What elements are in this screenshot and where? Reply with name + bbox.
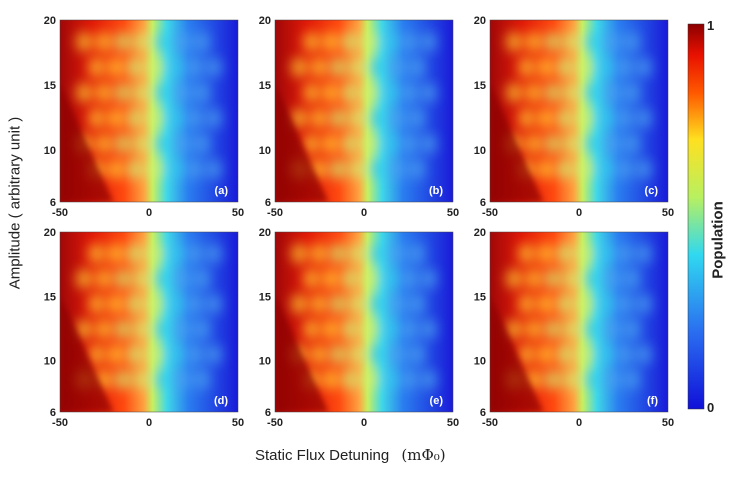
y-tick-label: 10 <box>44 145 56 157</box>
heatmap-panel: 6 10 15 20 -50 0 50(e) <box>259 227 459 429</box>
y-tick-label: 10 <box>259 145 271 157</box>
panel-frame <box>59 19 239 203</box>
panel-label: (e) <box>430 395 444 407</box>
x-tick-label: 50 <box>447 417 459 429</box>
x-tick-label: -50 <box>267 417 283 429</box>
y-tick-label: 20 <box>259 15 271 27</box>
y-tick-label: 15 <box>44 291 56 303</box>
y-tick-label: 10 <box>474 145 486 157</box>
x-tick-label: 0 <box>361 207 367 219</box>
x-tick-label: 50 <box>662 207 674 219</box>
y-tick-label: 6 <box>265 407 271 419</box>
x-tick-label: -50 <box>482 417 498 429</box>
x-tick-label: 0 <box>146 417 152 429</box>
y-tick-label: 15 <box>474 80 486 92</box>
colorbar-max-label: 1 <box>707 18 715 33</box>
colorbar-label-container: Population <box>708 201 728 279</box>
y-tick-label: 20 <box>44 15 56 27</box>
panel-label: (b) <box>429 185 443 197</box>
panel-label: (f) <box>647 395 658 407</box>
heatmap-dark-region <box>275 295 329 412</box>
x-axis-label-container: Static Flux Detuning (mΦ₀) <box>255 446 446 464</box>
panel-label: (c) <box>645 185 659 197</box>
heatmap-panel: 6 10 15 20 -50 0 50 (f) <box>474 227 674 429</box>
heatmap-panel: 6 10 15 20 -50 0 50 (d) <box>44 227 244 429</box>
y-tick-label: 15 <box>259 80 271 92</box>
y-tick-label: 6 <box>50 197 56 209</box>
heatmap-panel: 6 10 15 20 -50 0 50(c) <box>474 15 674 219</box>
heatmap-fringes <box>76 243 222 390</box>
y-tick-label: 6 <box>50 407 56 419</box>
x-tick-label: -50 <box>52 417 68 429</box>
colorbar-label: Population <box>709 201 727 279</box>
x-tick-label: 0 <box>146 207 152 219</box>
heatmap-dark-region <box>60 83 114 202</box>
y-tick-label: 6 <box>480 197 486 209</box>
heatmap-dark-region <box>275 83 329 202</box>
y-tick-label: 15 <box>259 291 271 303</box>
y-tick-label: 6 <box>265 197 271 209</box>
y-tick-label: 10 <box>259 356 271 368</box>
panel-label: (d) <box>214 395 228 407</box>
heatmap-dark-region <box>490 295 544 412</box>
heatmap-dark-region <box>490 83 544 202</box>
heatmap-dark-region <box>60 295 114 412</box>
panel-frame <box>489 19 669 203</box>
y-tick-label: 20 <box>474 227 486 239</box>
x-tick-label: -50 <box>52 207 68 219</box>
x-tick-label: 50 <box>232 417 244 429</box>
y-tick-label: 10 <box>44 356 56 368</box>
panel-frame <box>59 231 239 413</box>
y-tick-label: 20 <box>44 227 56 239</box>
y-tick-label: 10 <box>474 356 486 368</box>
heatmap-fringes <box>76 31 222 180</box>
x-tick-label: 0 <box>576 417 582 429</box>
y-tick-label: 20 <box>474 15 486 27</box>
x-axis-unit: (mΦ₀) <box>401 446 446 464</box>
x-axis-label: Static Flux Detuning <box>255 447 390 464</box>
colorbar-gradient <box>687 23 705 410</box>
x-tick-label: 0 <box>576 207 582 219</box>
y-axis-label: Amplitude ( arbitrary unit ) <box>6 116 24 290</box>
colorbar <box>687 23 705 410</box>
heatmap-panel: 6 10 15 20 -50 0 50 (b) <box>259 15 459 219</box>
y-tick-label: 15 <box>474 291 486 303</box>
y-tick-label: 20 <box>259 227 271 239</box>
x-tick-label: 50 <box>447 207 459 219</box>
x-tick-label: -50 <box>482 207 498 219</box>
panel-frame <box>274 19 454 203</box>
panel-label: (a) <box>215 185 229 197</box>
panel-frame <box>489 231 669 413</box>
heatmap-panel: 6 10 15 20 -50 0 50(a) <box>44 15 244 219</box>
x-tick-label: 0 <box>361 417 367 429</box>
x-tick-label: 50 <box>662 417 674 429</box>
y-tick-label: 15 <box>44 80 56 92</box>
colorbar-min-label: 0 <box>707 400 715 415</box>
x-tick-label: -50 <box>267 207 283 219</box>
y-axis-label-container: Amplitude ( arbitrary unit ) <box>5 98 25 308</box>
x-tick-label: 50 <box>232 207 244 219</box>
y-tick-label: 6 <box>480 407 486 419</box>
panel-frame <box>274 231 454 413</box>
